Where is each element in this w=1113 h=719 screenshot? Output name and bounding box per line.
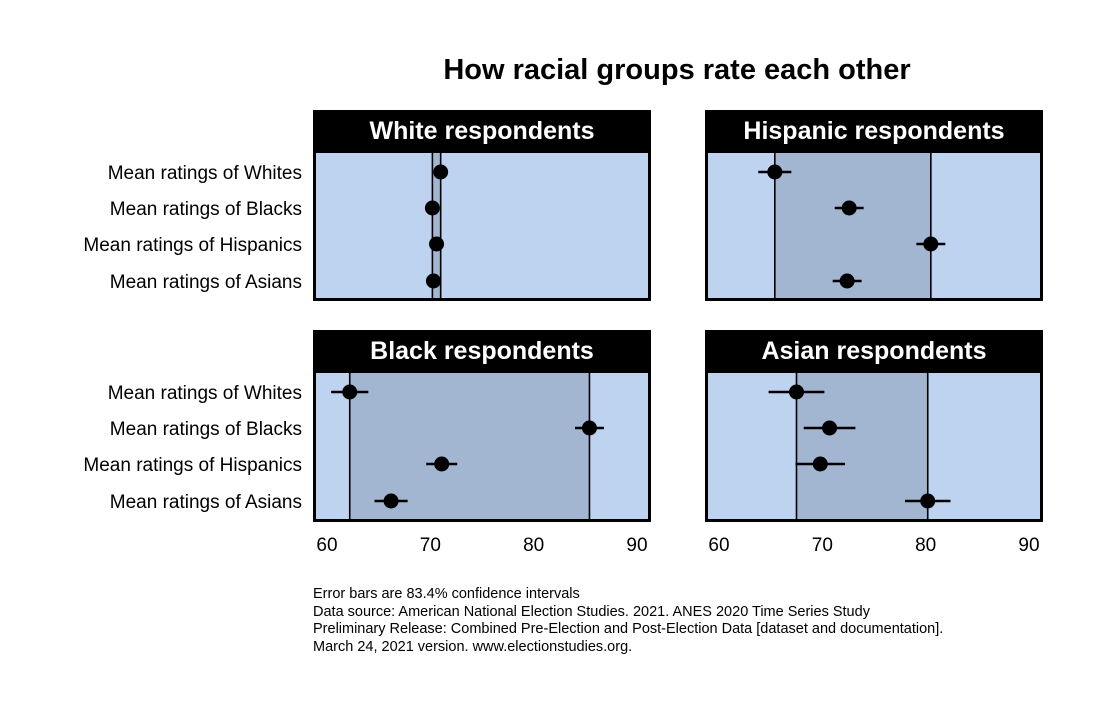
data-point bbox=[424, 200, 440, 216]
panel-header bbox=[705, 110, 1043, 151]
data-point bbox=[923, 236, 939, 252]
x-tick-label: 90 bbox=[1018, 535, 1039, 556]
range-band bbox=[796, 371, 928, 522]
data-point bbox=[841, 200, 857, 216]
panel-header bbox=[705, 330, 1043, 371]
row-label: Mean ratings of Blacks bbox=[110, 199, 302, 220]
row-label: Mean ratings of Blacks bbox=[110, 419, 302, 440]
facet-panel: White respondents Mean ratings of Whites M… bbox=[83, 110, 651, 301]
data-point bbox=[383, 493, 399, 509]
panel-title: Asian respondents bbox=[761, 337, 986, 365]
row-label: Mean ratings of Hispanics bbox=[83, 455, 302, 476]
x-tick-label: 90 bbox=[626, 535, 647, 556]
facet-panel: Hispanic respondents bbox=[705, 110, 1043, 301]
panels-group: White respondents Mean ratings of Whites M… bbox=[83, 110, 1043, 556]
row-label: Mean ratings of Whites bbox=[108, 383, 302, 404]
panel-title: Hispanic respondents bbox=[743, 117, 1004, 145]
data-point bbox=[433, 164, 449, 180]
panel-background bbox=[313, 151, 651, 301]
facet-panel: Black respondents Mean ratings of Whites M… bbox=[83, 330, 651, 556]
data-point bbox=[425, 273, 441, 289]
data-point bbox=[789, 384, 804, 400]
x-tick-label: 80 bbox=[523, 535, 544, 556]
x-tick-label: 60 bbox=[316, 535, 337, 556]
range-band bbox=[432, 151, 441, 301]
panel-title: Black respondents bbox=[370, 337, 594, 365]
x-tick-label: 70 bbox=[420, 535, 441, 556]
data-point bbox=[434, 456, 450, 472]
footnote-line: Data source: American National Election … bbox=[313, 603, 870, 620]
chart-title: How racial groups rate each other bbox=[443, 54, 910, 86]
row-label: Mean ratings of Asians bbox=[110, 272, 302, 293]
footnote-line: March 24, 2021 version. www.electionstud… bbox=[313, 638, 633, 655]
data-point bbox=[920, 493, 936, 509]
data-point bbox=[429, 236, 445, 252]
footnote-line: Error bars are 83.4% confidence interval… bbox=[313, 586, 580, 602]
x-tick-label: 70 bbox=[812, 535, 833, 556]
panel-border bbox=[313, 370, 651, 522]
data-point bbox=[839, 273, 855, 289]
data-point bbox=[342, 384, 358, 400]
data-point bbox=[767, 164, 783, 180]
data-point bbox=[581, 420, 597, 436]
panel-header bbox=[313, 330, 651, 371]
panel-border bbox=[705, 370, 1043, 522]
x-tick-label: 60 bbox=[708, 535, 729, 556]
range-band bbox=[774, 151, 931, 301]
panel-title: White respondents bbox=[369, 117, 594, 145]
panel-border bbox=[313, 150, 651, 301]
panel-header bbox=[313, 110, 651, 151]
row-label: Mean ratings of Whites bbox=[108, 163, 302, 184]
row-label: Mean ratings of Asians bbox=[110, 492, 302, 513]
x-tick-label: 80 bbox=[915, 535, 936, 556]
row-label: Mean ratings of Hispanics bbox=[83, 235, 302, 256]
data-point bbox=[822, 420, 838, 436]
footnote-line: Preliminary Release: Combined Pre-Electi… bbox=[313, 621, 944, 637]
panel-border bbox=[705, 150, 1043, 301]
data-point bbox=[812, 456, 828, 472]
footnote: Error bars are 83.4% confidence interval… bbox=[313, 586, 943, 656]
facet-panel: Asian respondents 60 70 80 90 bbox=[705, 330, 1043, 556]
